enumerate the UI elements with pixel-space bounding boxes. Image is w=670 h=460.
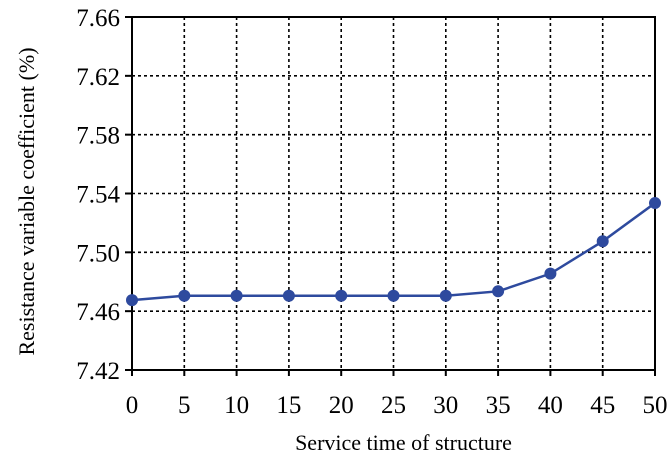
data-point	[335, 289, 348, 302]
x-tick-label: 10	[224, 392, 249, 419]
x-tick-label: 40	[538, 392, 563, 419]
series-line-group	[126, 197, 661, 307]
x-tick-label: 35	[486, 392, 511, 419]
x-tick-label: 30	[433, 392, 458, 419]
data-point	[649, 197, 661, 210]
y-tick-label: 7.46	[76, 299, 120, 326]
x-tick-label: 45	[590, 392, 615, 419]
data-point	[544, 267, 557, 280]
y-tick-label: 7.58	[76, 123, 120, 150]
data-point	[492, 285, 505, 298]
y-tick-label: 7.66	[76, 5, 120, 32]
y-tick-label: 7.62	[76, 64, 120, 91]
data-point	[387, 289, 400, 302]
data-point	[230, 289, 243, 302]
y-tick-label: 7.54	[76, 182, 120, 209]
y-axis-label: Resistance variable coefficient (%)	[14, 47, 39, 355]
data-point	[126, 294, 138, 307]
x-tick-label: 50	[643, 392, 668, 419]
x-axis-ticks: 0 5 10 15 20 25 30 35 40 45 50	[126, 370, 668, 419]
x-tick-label: 5	[178, 392, 191, 419]
data-point	[282, 289, 295, 302]
x-tick-label: 0	[126, 392, 139, 419]
y-axis-ticks: 7.42 7.46 7.50 7.54 7.58 7.62 7.66	[76, 5, 132, 385]
x-tick-label: 25	[381, 392, 406, 419]
x-tick-label: 15	[276, 392, 301, 419]
x-tick-label: 20	[329, 392, 354, 419]
data-point	[596, 235, 609, 248]
x-axis-label: Service time of structure	[295, 430, 512, 455]
grid-lines	[132, 17, 655, 370]
data-point	[178, 289, 191, 302]
y-tick-label: 7.42	[76, 358, 120, 385]
data-point	[439, 289, 452, 302]
y-tick-label: 7.50	[76, 240, 120, 267]
